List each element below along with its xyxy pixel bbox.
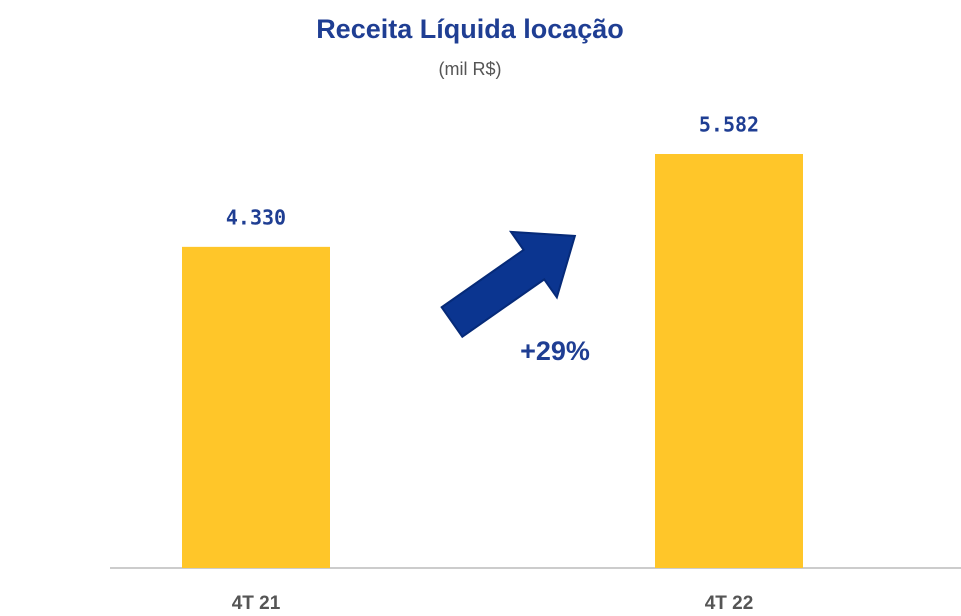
- growth-annotation: +29%: [520, 336, 590, 366]
- chart-title: Receita Líquida locação: [316, 14, 624, 44]
- bar: [655, 154, 803, 568]
- value-label: 5.582: [699, 113, 759, 137]
- value-label: 4.330: [226, 205, 286, 229]
- x-tick-label: 4T 21: [232, 593, 281, 614]
- bar: [182, 246, 330, 568]
- growth-arrow: [440, 230, 577, 339]
- x-tick-label: 4T 22: [705, 593, 754, 614]
- chart-subtitle: (mil R$): [439, 59, 502, 79]
